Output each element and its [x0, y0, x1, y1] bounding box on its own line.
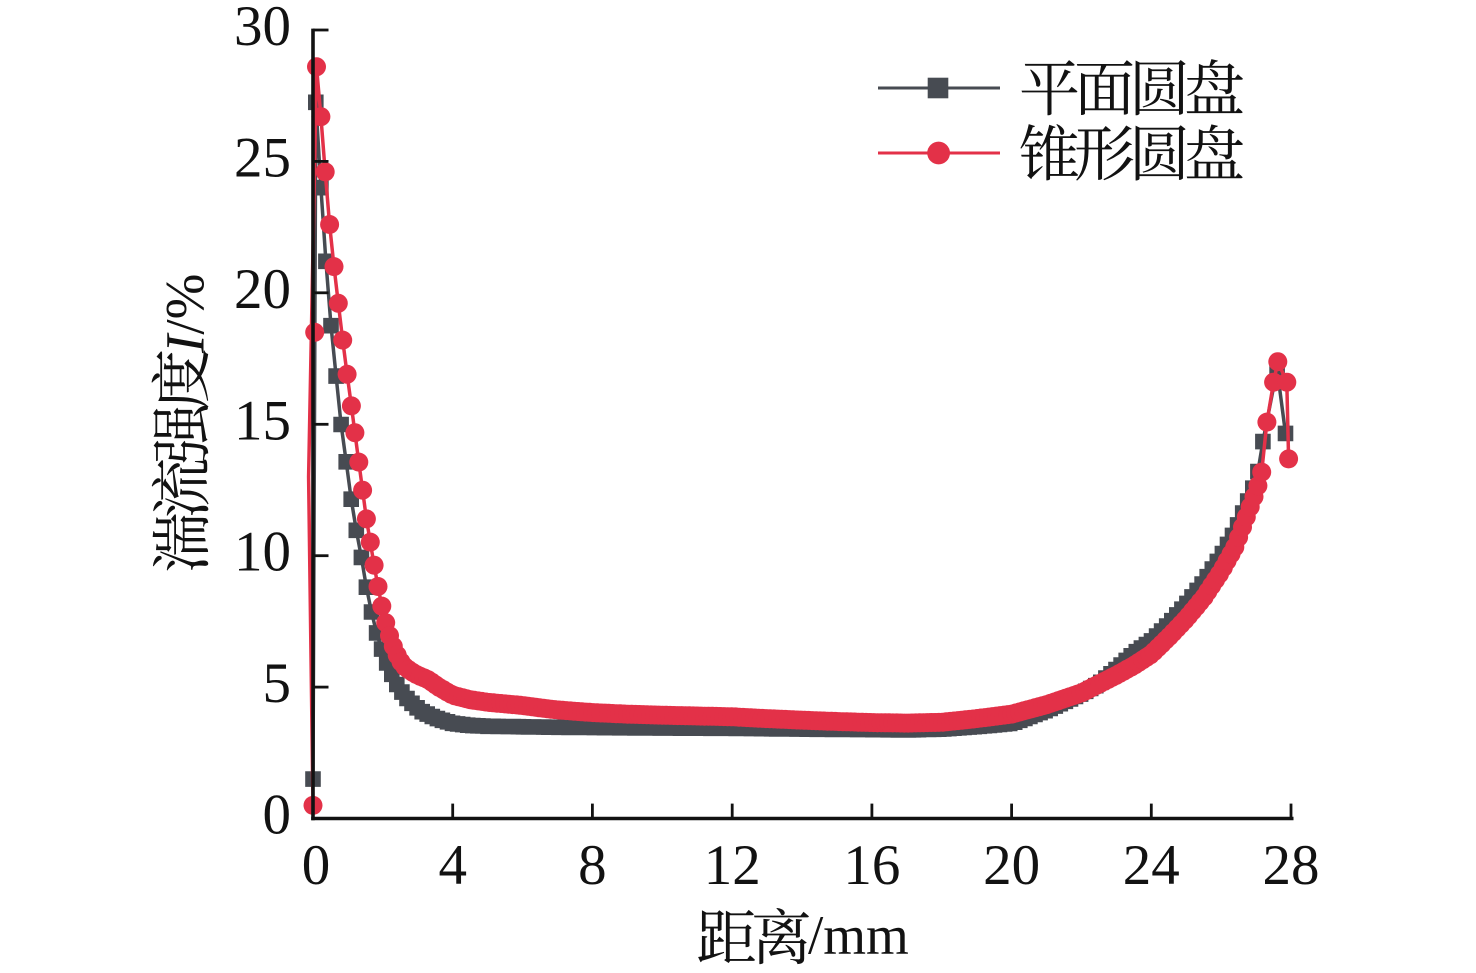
svg-text:4: 4 [438, 834, 467, 897]
svg-text:8: 8 [578, 834, 607, 897]
svg-text:16: 16 [843, 834, 900, 897]
svg-text:28: 28 [1263, 834, 1320, 897]
svg-text:12: 12 [704, 834, 761, 897]
svg-text:I/%: I/% [155, 274, 216, 354]
svg-text:20: 20 [983, 834, 1040, 897]
svg-text:25: 25 [234, 126, 291, 189]
svg-text:20: 20 [234, 258, 291, 321]
svg-text:15: 15 [234, 389, 291, 452]
svg-text:0: 0 [263, 784, 292, 847]
svg-text:0: 0 [302, 834, 331, 897]
svg-text:10: 10 [234, 521, 291, 584]
svg-text:/mm: /mm [808, 904, 909, 965]
svg-text:24: 24 [1123, 834, 1180, 897]
svg-text:30: 30 [234, 0, 291, 58]
svg-text:5: 5 [263, 652, 292, 715]
